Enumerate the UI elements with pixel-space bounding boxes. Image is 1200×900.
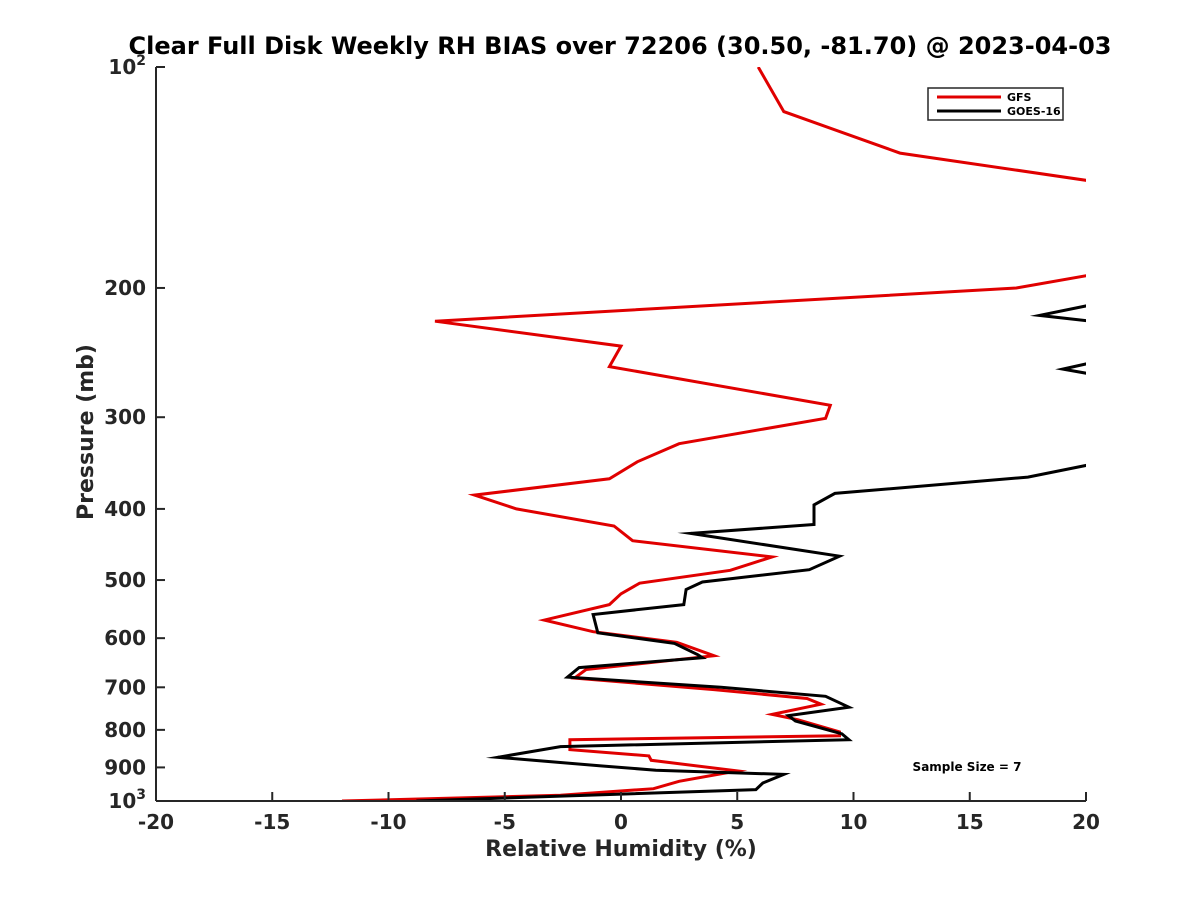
x-tick-label: 15 bbox=[956, 810, 984, 834]
axes bbox=[155, 67, 1086, 802]
y-tick-label: 800 bbox=[104, 718, 146, 742]
series-line-gfs bbox=[341, 67, 1086, 801]
y-tick-label: 500 bbox=[104, 568, 146, 592]
legend-label: GOES-16 bbox=[1007, 105, 1061, 118]
x-tick-label: 0 bbox=[614, 810, 628, 834]
x-tick-label: 5 bbox=[730, 810, 744, 834]
y-tick-label: 102 bbox=[108, 53, 146, 79]
y-tick-label: 700 bbox=[104, 675, 146, 699]
x-tick-label: -20 bbox=[138, 810, 174, 834]
chart-title: Clear Full Disk Weekly RH BIAS over 7220… bbox=[129, 32, 1112, 60]
legend-box bbox=[927, 87, 1064, 121]
y-tick-label: 400 bbox=[104, 497, 146, 521]
y-axis-ticks: 102 200 300 400 500 600 700 800 900 103 bbox=[104, 53, 165, 813]
x-axis-ticks: -20 -15 -10 -5 0 5 10 15 20 bbox=[138, 792, 1100, 834]
x-axis-label: Relative Humidity (%) bbox=[485, 837, 757, 862]
y-tick-label: 200 bbox=[104, 276, 146, 300]
y-tick-label: 300 bbox=[104, 405, 146, 429]
legend-label: GFS bbox=[1007, 91, 1032, 104]
x-tick-label: -15 bbox=[254, 810, 290, 834]
y-tick-label: 600 bbox=[104, 626, 146, 650]
series-line-goes-16 bbox=[416, 304, 1086, 801]
x-tick-label: -5 bbox=[494, 810, 516, 834]
sample-size-annotation: Sample Size = 7 bbox=[913, 760, 1022, 774]
x-tick-label: 20 bbox=[1072, 810, 1100, 834]
x-tick-label: 10 bbox=[840, 810, 868, 834]
y-tick-label: 900 bbox=[104, 755, 146, 779]
x-tick-label: -10 bbox=[370, 810, 406, 834]
series-layer bbox=[341, 67, 1086, 801]
y-tick-label: 103 bbox=[108, 787, 146, 813]
y-axis-label: Pressure (mb) bbox=[74, 344, 99, 520]
